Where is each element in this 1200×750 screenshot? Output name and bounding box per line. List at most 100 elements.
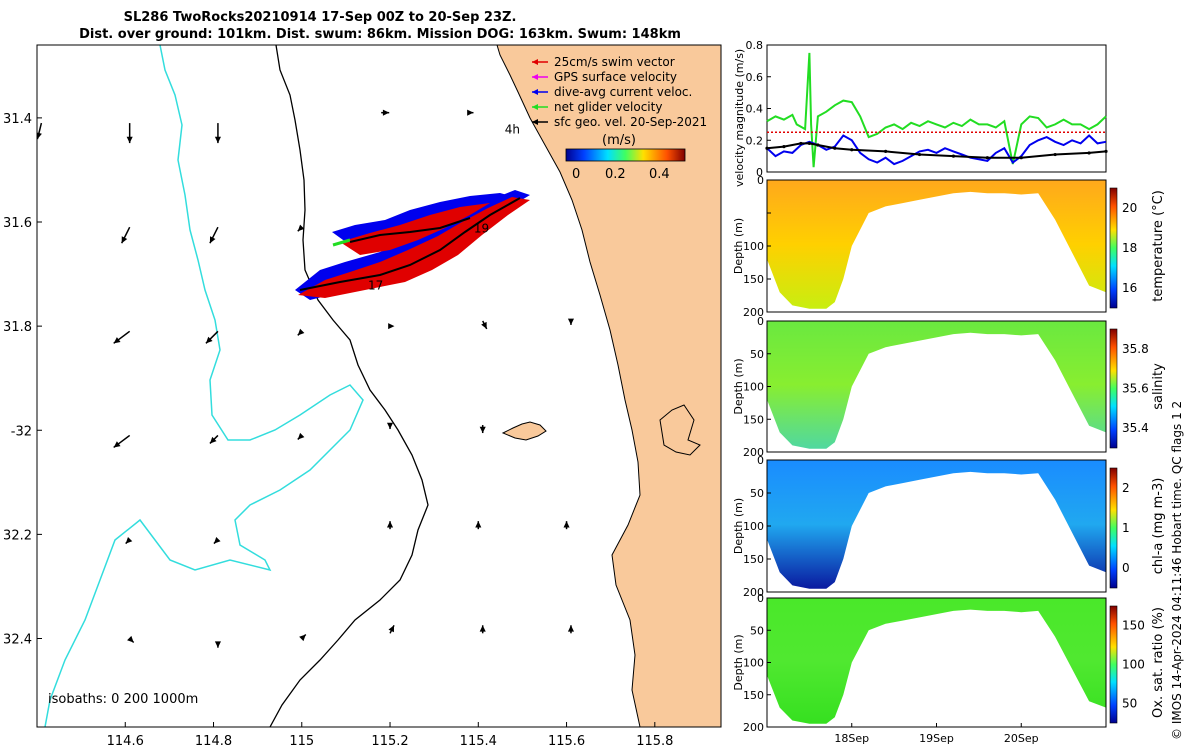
- y-tick-label: 200: [743, 306, 764, 319]
- net-velocity: [332, 238, 351, 247]
- velocity-ylabel: velocity magnitude (m/s): [733, 49, 746, 187]
- vector-head: [386, 422, 394, 430]
- vector-head: [467, 109, 474, 116]
- section-colorbar: [1109, 187, 1118, 309]
- section-colorbar: [1109, 605, 1118, 724]
- colorbar-tick-label: 35.4: [1122, 421, 1149, 435]
- credit-line: © IMOS 14-Apr-2024 04:11:46 Hobart time.…: [1170, 400, 1184, 740]
- vector-head: [297, 328, 305, 336]
- section-salinity: 0 50 100 150 200 Depth (m) 35.4 35.6 35.8salinit…: [732, 315, 1166, 459]
- y-tick-label: 100: [743, 381, 764, 394]
- legend-label: dive-avg current veloc.: [554, 85, 692, 99]
- y-tick-label: 50: [750, 348, 764, 361]
- vector-head: [297, 432, 305, 440]
- velocity-panel: 0 0.2 0.4 0.6 0.8 velocity magnitude (m/s): [733, 39, 1108, 187]
- x-tick-label: 115: [289, 734, 314, 749]
- section-colorbar: [1109, 328, 1118, 449]
- section-field: [767, 460, 1106, 589]
- swim-vectors: [340, 203, 490, 255]
- y-tick-label: 0: [756, 166, 763, 179]
- x-tick-label: 115.6: [548, 734, 585, 749]
- y-tick-label: 31.8: [3, 320, 32, 335]
- colorbar-tick: 0: [572, 167, 580, 182]
- section-ylabel: Depth (m): [732, 498, 745, 554]
- velocity-point: [884, 149, 888, 153]
- velocity-point: [985, 156, 989, 160]
- swim-vectors: [298, 197, 530, 298]
- section-chla: 0 50 100 150 200 Depth (m) 0 1 2 chl-a (mg m-3): [732, 454, 1166, 599]
- y-tick-label: 0.8: [746, 39, 764, 52]
- map-x-axis: 114.6 114.8 115 115.2 115.4 115.6 115.8: [107, 722, 673, 749]
- velocity-point: [807, 141, 811, 146]
- y-tick-label: 100: [743, 657, 764, 670]
- vector-head: [113, 441, 121, 448]
- vector-head: [481, 321, 487, 329]
- y-tick-label: 50: [750, 487, 764, 500]
- section-ylabel: Depth (m): [732, 634, 745, 690]
- velocity-y-axis: 0 0.2 0.4 0.6 0.8: [746, 39, 771, 179]
- y-tick-label: 0: [757, 315, 764, 328]
- colorbar-label: salinity: [1151, 363, 1166, 410]
- velocity-point: [917, 152, 922, 157]
- day-label: 17: [368, 279, 383, 293]
- day-labels: 17 19 4h: [368, 123, 520, 293]
- y-tick-label: 150: [743, 413, 764, 426]
- vector-head: [299, 634, 306, 642]
- section-ylabel: Depth (m): [732, 218, 745, 274]
- vector-head: [37, 132, 42, 140]
- x-tick-label: 114.6: [107, 734, 144, 749]
- velocity-series-line: [766, 52, 1107, 168]
- x-tick-label: 115.2: [371, 734, 408, 749]
- legend-label: net glider velocity: [554, 100, 662, 114]
- section-colorbar: [1109, 467, 1118, 589]
- x-tick-label: 19Sep: [919, 732, 954, 745]
- y-tick-label: 150: [743, 273, 764, 286]
- colorbar-tick: 0.2: [605, 167, 626, 182]
- velocity-point: [1087, 151, 1091, 155]
- isobath-1000: [44, 45, 364, 727]
- vector-head: [567, 625, 575, 632]
- y-tick-label: 0: [757, 454, 764, 467]
- velocity-point: [1104, 149, 1108, 153]
- x-tick-label: 115.8: [636, 734, 673, 749]
- velocity-point: [799, 141, 803, 146]
- velocity-point: [765, 146, 769, 150]
- isobath-200: [269, 45, 429, 727]
- colorbar-tick-label: 0: [1122, 561, 1130, 575]
- y-tick-label: 31.4: [3, 112, 32, 127]
- vector-head: [214, 641, 221, 648]
- y-tick-label: 0: [757, 592, 764, 605]
- section-field: [767, 598, 1106, 724]
- legend-label: sfc geo. vel. 20-Sep-2021: [554, 115, 707, 129]
- map-colorbar: (m/s) 0 0.2 0.4: [565, 133, 686, 182]
- legend-swatch-head: [532, 119, 538, 125]
- x-tick-label: 114.8: [195, 734, 232, 749]
- colorbar-tick-label: 35.6: [1122, 382, 1149, 396]
- velocity-point: [816, 143, 820, 147]
- legend-swatch-head: [532, 104, 538, 110]
- colorbar-tick-label: 50: [1122, 697, 1137, 711]
- y-tick-label: 150: [743, 553, 764, 566]
- vector-head: [209, 236, 216, 244]
- vector-head: [213, 536, 221, 544]
- vector-head: [382, 109, 390, 116]
- x-tick-label: 115.4: [460, 734, 497, 749]
- glider-track: [295, 190, 530, 300]
- colorbar-label: temperature (°C): [1151, 190, 1166, 302]
- track-line: [299, 197, 521, 291]
- land-area: [496, 45, 721, 727]
- colorbar-tick-label: 35.8: [1122, 342, 1149, 356]
- vector-head: [127, 635, 134, 643]
- isobath-note: isobaths: 0 200 1000m: [48, 692, 198, 707]
- y-tick-label: 50: [750, 624, 764, 637]
- vector-head: [121, 236, 128, 244]
- y-tick-label: 200: [743, 721, 764, 734]
- vector-head: [388, 625, 395, 633]
- y-tick-label: 150: [743, 689, 764, 702]
- velocity-point: [850, 148, 854, 152]
- velocity-series-line: [766, 134, 1107, 166]
- colorbar-tick-label: 20: [1122, 201, 1137, 215]
- map-panel: 114.6 114.8 115 115.2 115.4 115.6 115.8 31.4 31…: [3, 44, 722, 749]
